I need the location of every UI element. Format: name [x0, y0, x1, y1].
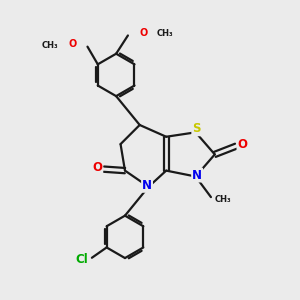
Text: N: N: [192, 169, 202, 182]
Text: N: N: [142, 179, 152, 192]
Text: CH₃: CH₃: [157, 29, 173, 38]
Text: Cl: Cl: [75, 253, 88, 266]
Text: O: O: [92, 161, 102, 174]
Text: O: O: [68, 39, 76, 49]
Text: O: O: [139, 28, 147, 38]
Text: S: S: [192, 122, 201, 135]
Text: CH₃: CH₃: [42, 41, 58, 50]
Text: CH₃: CH₃: [215, 195, 232, 204]
Text: O: O: [238, 138, 248, 151]
